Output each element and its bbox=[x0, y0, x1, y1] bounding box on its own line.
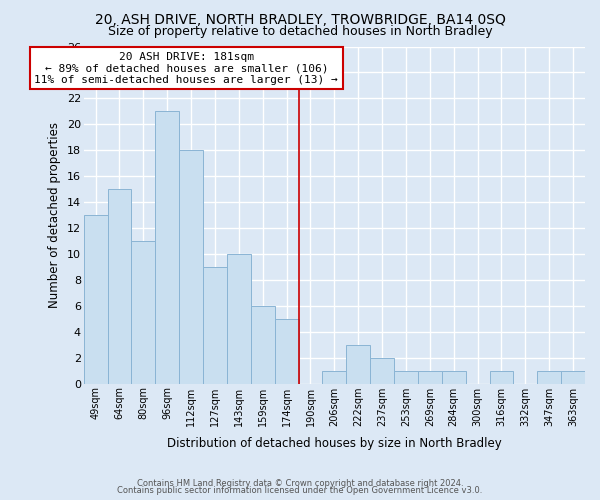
Bar bbox=[490, 370, 514, 384]
Bar bbox=[131, 241, 155, 384]
Text: Size of property relative to detached houses in North Bradley: Size of property relative to detached ho… bbox=[107, 25, 493, 38]
Text: Contains public sector information licensed under the Open Government Licence v3: Contains public sector information licen… bbox=[118, 486, 482, 495]
Text: Contains HM Land Registry data © Crown copyright and database right 2024.: Contains HM Land Registry data © Crown c… bbox=[137, 478, 463, 488]
Bar bbox=[370, 358, 394, 384]
Bar bbox=[179, 150, 203, 384]
Text: 20, ASH DRIVE, NORTH BRADLEY, TROWBRIDGE, BA14 0SQ: 20, ASH DRIVE, NORTH BRADLEY, TROWBRIDGE… bbox=[95, 12, 505, 26]
Y-axis label: Number of detached properties: Number of detached properties bbox=[48, 122, 61, 308]
Bar bbox=[155, 112, 179, 384]
Bar bbox=[537, 370, 561, 384]
Bar bbox=[561, 370, 585, 384]
Bar bbox=[442, 370, 466, 384]
Bar bbox=[418, 370, 442, 384]
Bar bbox=[107, 189, 131, 384]
Bar bbox=[203, 267, 227, 384]
Text: 20 ASH DRIVE: 181sqm
← 89% of detached houses are smaller (106)
11% of semi-deta: 20 ASH DRIVE: 181sqm ← 89% of detached h… bbox=[34, 52, 338, 85]
Bar bbox=[275, 319, 299, 384]
Bar bbox=[394, 370, 418, 384]
Bar bbox=[227, 254, 251, 384]
Bar bbox=[83, 215, 107, 384]
Bar bbox=[346, 344, 370, 384]
Bar bbox=[322, 370, 346, 384]
Bar bbox=[251, 306, 275, 384]
X-axis label: Distribution of detached houses by size in North Bradley: Distribution of detached houses by size … bbox=[167, 437, 502, 450]
